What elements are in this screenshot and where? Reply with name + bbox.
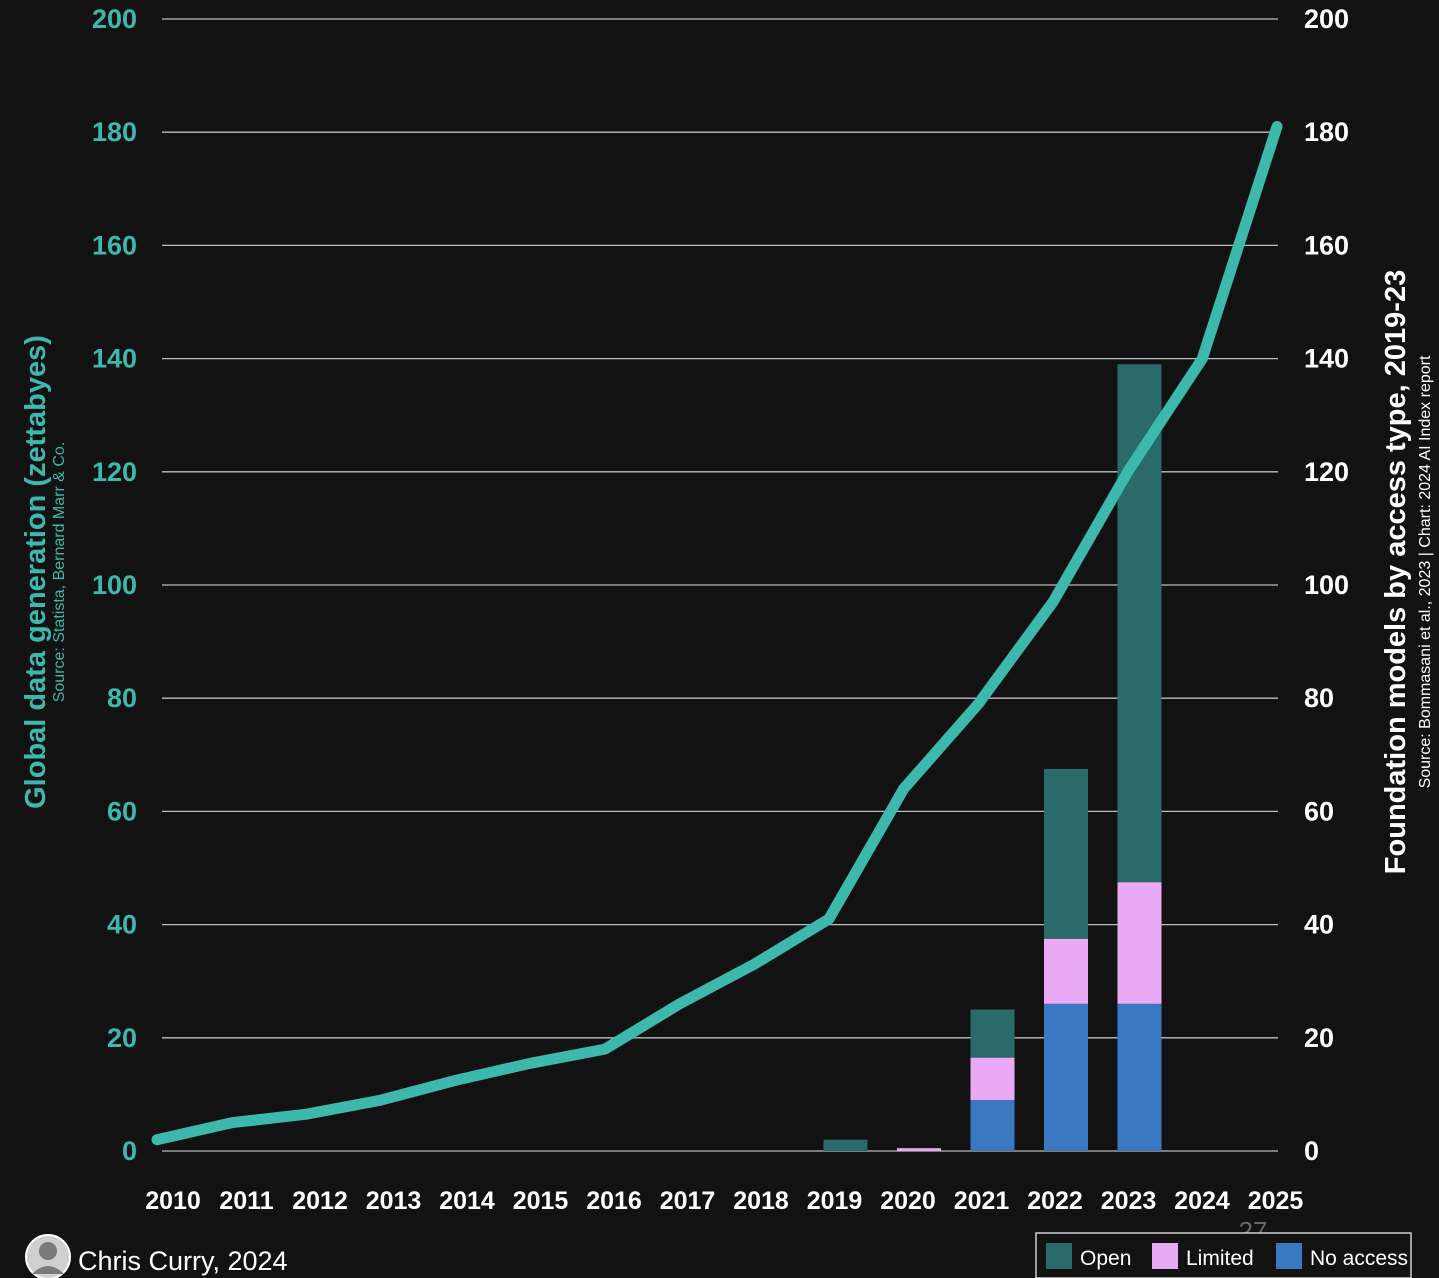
x-tick-label: 2012 xyxy=(292,1187,348,1215)
bar-segment xyxy=(897,1148,941,1151)
legend-label: Open xyxy=(1080,1247,1131,1270)
left-tick-label: 80 xyxy=(107,683,137,713)
left-tick-label: 60 xyxy=(107,796,137,826)
right-axis-label: Foundation models by access type, 2019-2… xyxy=(1380,270,1412,874)
x-tick-label: 2018 xyxy=(733,1187,789,1215)
right-tick-label: 140 xyxy=(1304,344,1349,374)
left-axis-source: Source: Statista, Bernard Marr & Co. xyxy=(51,442,68,703)
left-tick-label: 40 xyxy=(107,910,137,940)
x-tick-label: 2020 xyxy=(880,1187,936,1215)
left-tick-label: 100 xyxy=(92,570,137,600)
legend-swatch xyxy=(1046,1243,1072,1269)
x-tick-label: 2011 xyxy=(219,1187,273,1215)
credit-text: Chris Curry, 2024 xyxy=(78,1246,288,1276)
right-axis-ticks: 0 20 40 60 80 100 120 140 160 180 200 xyxy=(1304,4,1349,1166)
x-tick-label: 2021 xyxy=(954,1187,1010,1215)
x-tick-label: 2023 xyxy=(1101,1187,1157,1215)
bars xyxy=(823,364,1162,1151)
bar-segment xyxy=(1117,364,1162,883)
right-tick-label: 60 xyxy=(1304,796,1334,826)
bar-segment xyxy=(1117,1003,1162,1151)
gridlines xyxy=(162,18,1278,1152)
credit: Chris Curry, 2024 xyxy=(25,1234,288,1278)
bar-segment xyxy=(1044,938,1088,1004)
x-tick-label: 2025 xyxy=(1248,1187,1304,1215)
bar-segment xyxy=(970,1009,1015,1058)
x-tick-label: 2013 xyxy=(366,1187,422,1215)
bar-segment xyxy=(970,1100,1015,1151)
x-tick-label: 2010 xyxy=(145,1187,201,1215)
right-tick-label: 100 xyxy=(1304,570,1349,600)
right-tick-label: 80 xyxy=(1304,683,1334,713)
legend: Open Limited No access xyxy=(1035,1232,1412,1278)
x-tick-label: 2015 xyxy=(513,1187,569,1215)
legend-label: No access xyxy=(1310,1247,1408,1270)
x-tick-label: 2016 xyxy=(586,1187,642,1215)
left-tick-label: 120 xyxy=(92,457,137,487)
right-tick-label: 160 xyxy=(1304,230,1349,260)
right-tick-label: 180 xyxy=(1304,117,1349,147)
data-line xyxy=(151,121,1283,1146)
legend-label: Limited xyxy=(1186,1247,1254,1270)
bar-segment xyxy=(1044,1003,1088,1151)
legend-swatch xyxy=(1152,1243,1178,1269)
right-tick-label: 0 xyxy=(1304,1136,1319,1166)
left-tick-label: 180 xyxy=(92,117,137,147)
line-series xyxy=(151,121,1283,1146)
bar-segment xyxy=(1117,882,1162,1004)
legend-box xyxy=(1035,1232,1412,1278)
x-axis-ticks: 2010 2011 2012 2013 2014 2015 2016 2017 2018 2019… xyxy=(145,1187,1303,1215)
left-tick-label: 20 xyxy=(107,1023,137,1053)
right-tick-label: 40 xyxy=(1304,910,1334,940)
avatar-shoulders xyxy=(32,1266,64,1274)
bar-segment xyxy=(823,1139,868,1151)
x-tick-label: 2022 xyxy=(1027,1187,1083,1215)
right-tick-label: 120 xyxy=(1304,457,1349,487)
legend-swatch xyxy=(1276,1243,1302,1269)
left-tick-label: 0 xyxy=(122,1136,137,1166)
bar-segment xyxy=(1044,768,1088,939)
x-tick-label: 2014 xyxy=(439,1187,495,1215)
x-tick-label: 2017 xyxy=(660,1187,716,1215)
right-tick-label: 20 xyxy=(1304,1023,1334,1053)
left-tick-label: 140 xyxy=(92,344,137,374)
right-axis-source: Source: Bommasani et al., 2023 | Chart: … xyxy=(1417,355,1434,788)
x-tick-label: 2019 xyxy=(807,1187,863,1215)
x-tick-label: 2024 xyxy=(1174,1187,1230,1215)
right-tick-label: 200 xyxy=(1304,4,1349,34)
left-axis-label: Global data generation (zettabyes) xyxy=(20,335,52,809)
left-axis-ticks: 0 20 40 60 80 100 120 140 160 180 200 xyxy=(92,4,137,1166)
left-tick-label: 160 xyxy=(92,230,137,260)
bar-segment xyxy=(970,1057,1015,1101)
avatar-head xyxy=(39,1242,57,1260)
left-tick-label: 200 xyxy=(92,4,137,34)
